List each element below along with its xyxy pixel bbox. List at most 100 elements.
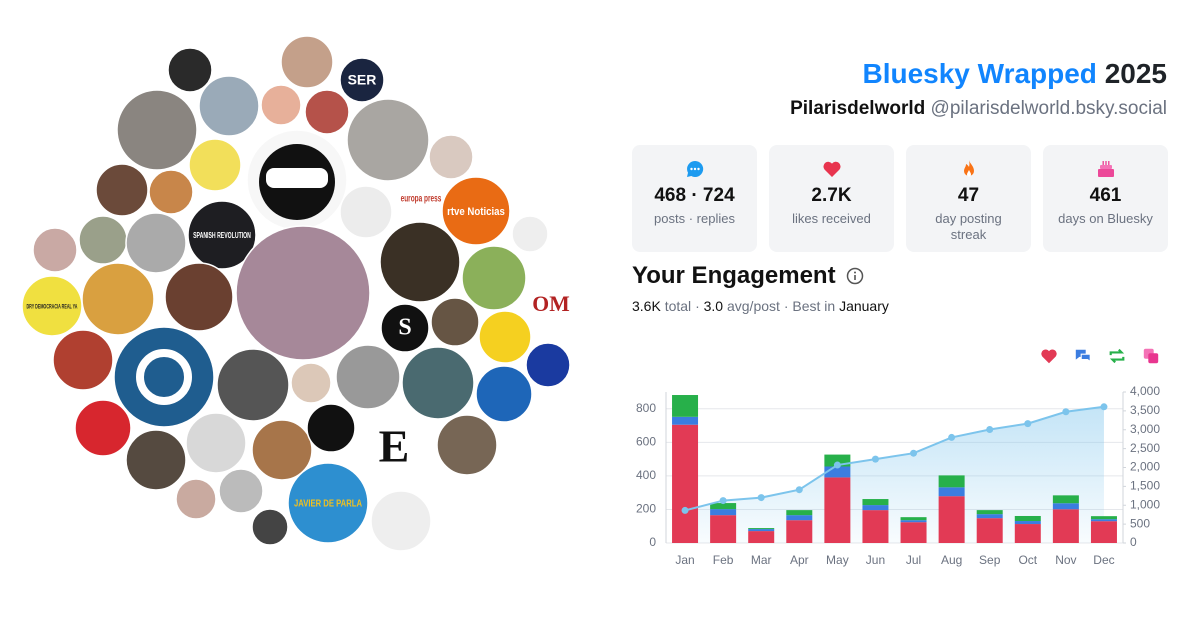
x-tick-label: Nov <box>1055 553 1076 567</box>
x-tick-label: Sep <box>979 553 1001 567</box>
icon <box>963 160 974 177</box>
avatar <box>125 429 187 491</box>
bar-segment <box>1014 521 1041 525</box>
line-point <box>757 494 765 502</box>
avatar <box>32 227 78 273</box>
summary-part: total <box>664 298 692 314</box>
legend-reposts[interactable] <box>1108 347 1126 365</box>
avatar <box>370 490 432 552</box>
avatar <box>116 89 198 171</box>
y2-tick-label: 0 <box>1130 535 1137 549</box>
bar-segment <box>862 499 889 506</box>
bar-segment <box>672 395 699 417</box>
bar-segment <box>824 454 851 467</box>
profile: Pilarisdelworld @pilarisdelworld.bsky.so… <box>790 94 1167 124</box>
avatar <box>339 185 393 239</box>
avatar <box>335 344 401 410</box>
avatar <box>235 225 371 361</box>
info-icon[interactable] <box>846 267 864 285</box>
avatar <box>260 84 302 126</box>
icon <box>822 161 841 177</box>
avatar <box>198 75 260 137</box>
avatar <box>379 221 461 303</box>
bar-segment <box>976 518 1003 543</box>
avatar <box>478 310 532 364</box>
legend-replies[interactable] <box>1074 347 1092 365</box>
bar-segment <box>748 528 775 530</box>
line-point <box>1024 420 1032 428</box>
bar-segment <box>748 529 775 532</box>
bar-segment <box>938 487 965 497</box>
bar-segment <box>748 531 775 543</box>
avatar <box>218 468 264 514</box>
y-tick-label: 0 <box>649 535 656 549</box>
avatar <box>304 89 350 135</box>
y-tick-label: 400 <box>636 468 656 482</box>
avatar <box>81 262 155 336</box>
legend-quotes[interactable] <box>1142 347 1160 365</box>
avatar <box>380 303 430 353</box>
x-tick-label: Feb <box>713 553 734 567</box>
x-tick-label: Jun <box>866 553 885 567</box>
bar-segment <box>710 503 737 510</box>
bar-segment <box>824 466 851 478</box>
line-point <box>795 486 803 494</box>
bar-segment <box>1052 495 1079 504</box>
title-year: 2025 <box>1104 58 1167 89</box>
area <box>685 406 1104 543</box>
icon <box>1097 161 1114 177</box>
stat-value: 47 <box>957 185 980 206</box>
avatar <box>401 346 475 420</box>
bar-segment <box>1090 519 1117 522</box>
line <box>684 405 1105 512</box>
icon <box>686 160 703 177</box>
handle[interactable]: @pilarisdelworld.bsky.social <box>930 98 1167 119</box>
bar-segment <box>862 505 889 511</box>
bar-segment <box>710 515 737 543</box>
x-tick-label: Mar <box>751 553 772 567</box>
avatar <box>251 508 289 546</box>
bar-segment <box>786 515 813 521</box>
bar-segment <box>900 517 927 521</box>
legend-likes[interactable] <box>1040 347 1058 365</box>
bar-segment <box>862 510 889 543</box>
stat-label: days on Bluesky <box>1058 211 1153 226</box>
y2-tick-label: 3,000 <box>1130 422 1160 436</box>
x-tick-label: Aug <box>941 553 962 567</box>
bar-segment <box>1014 515 1041 522</box>
x-tick-label: Jan <box>675 553 694 567</box>
bar-segment <box>824 477 851 543</box>
header: Bluesky Wrapped 2025 Pilarisdelworld @pi… <box>790 56 1167 124</box>
stat-value: 461 <box>1089 185 1122 206</box>
avatar <box>528 282 574 328</box>
display-name: Pilarisdelworld <box>790 98 926 119</box>
bar-segment <box>1090 521 1117 543</box>
avatar-label: E <box>379 421 410 472</box>
avatar <box>363 419 425 481</box>
stat-card: 468 · 724 posts · replies <box>632 145 757 252</box>
avatar <box>525 342 571 388</box>
bar-segment <box>1052 509 1079 543</box>
summary-part: Best in <box>792 298 836 314</box>
avatar <box>339 57 385 103</box>
avatar <box>441 176 511 246</box>
avatar <box>216 348 290 422</box>
line-point <box>871 455 879 463</box>
y2-tick-label: 2,500 <box>1130 441 1160 455</box>
line-point <box>681 506 689 514</box>
line-point <box>986 425 994 433</box>
avatar <box>175 478 217 520</box>
avatar <box>185 412 247 474</box>
y2-tick-label: 4,000 <box>1130 384 1160 398</box>
x-tick-label: Jul <box>906 553 921 567</box>
avatar-label: JAVIER DE PARLA <box>294 499 362 510</box>
stat-label: likes received <box>792 211 871 226</box>
avatar <box>125 212 187 274</box>
y2-tick-label: 3,500 <box>1130 403 1160 417</box>
stat-cards: 468 · 724 posts · replies 2.7K likes rec… <box>632 145 1168 252</box>
summary-part: avg/post <box>726 298 780 314</box>
avatar-label: S <box>398 315 411 341</box>
avatar <box>280 35 334 89</box>
